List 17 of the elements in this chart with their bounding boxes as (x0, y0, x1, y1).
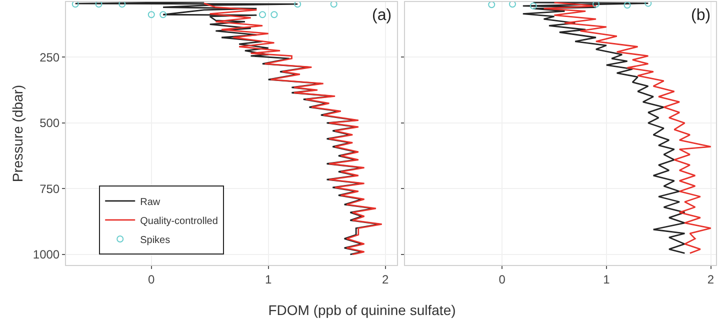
annotation: (b) (691, 7, 711, 24)
x-tick-label: 1 (603, 272, 610, 286)
x-tick-label: 2 (382, 272, 389, 286)
x-tick-label: 1 (264, 272, 272, 286)
y-tick-label: 750 (40, 182, 60, 196)
legend-label: Raw (140, 196, 161, 208)
x-tick-label: 0 (498, 272, 506, 286)
legend-label: Quality-controlled (140, 216, 218, 227)
y-tick-label: 250 (40, 50, 60, 64)
x-tick-label: 2 (707, 272, 714, 286)
x-tick-label: 0 (148, 272, 156, 286)
annotation: (a) (372, 7, 392, 24)
legend-label: Spikes (140, 234, 170, 246)
x-axis-title: FDOM (ppb of quinine sulfate) (267, 302, 457, 318)
y-tick-label: 1000 (32, 248, 60, 262)
y-axis-title: Pressure (dbar) (9, 84, 26, 182)
y-tick-label: 500 (40, 116, 60, 130)
